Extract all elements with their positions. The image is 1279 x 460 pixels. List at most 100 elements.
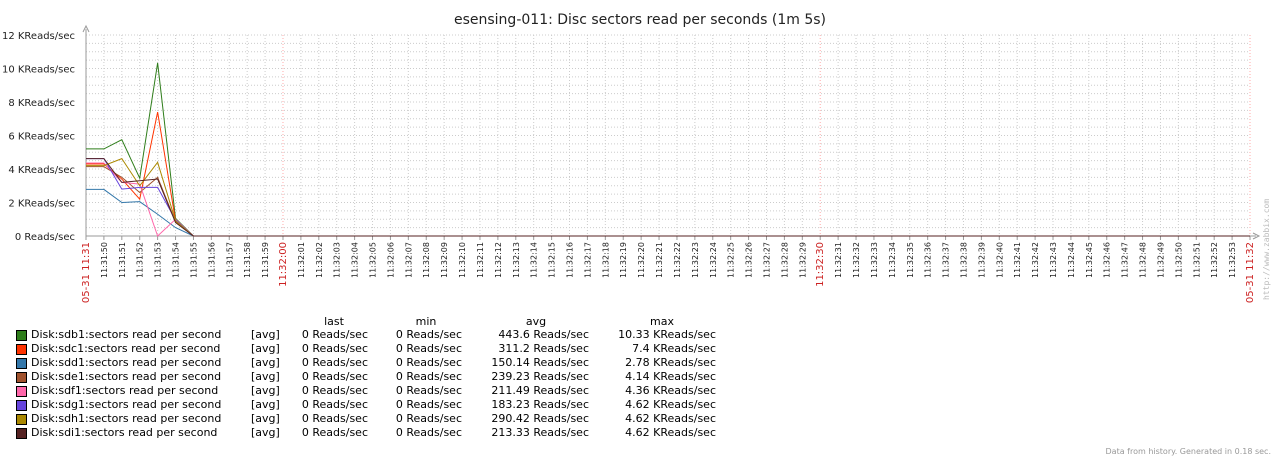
- legend-row: Disk:sdf1:sectors read per second [avg] 0 …: [16, 384, 736, 398]
- legend-swatch: [16, 358, 27, 369]
- x-tick-label: 11:32:38: [959, 242, 968, 278]
- legend-avg-value: 150.14 Reads/sec: [491, 356, 589, 369]
- legend-max-value: 4.36 KReads/sec: [625, 384, 716, 397]
- x-tick-label: 11:31:57: [225, 242, 234, 278]
- y-tick-label: 4 KReads/sec: [8, 165, 75, 176]
- legend-min-value: 0 Reads/sec: [395, 328, 462, 341]
- legend-last-value: 0 Reads/sec: [301, 328, 368, 341]
- x-tick-label: 11:32:31: [834, 242, 843, 278]
- y-tick-label: 6 KReads/sec: [8, 132, 75, 143]
- legend-last-value: 0 Reads/sec: [301, 384, 368, 397]
- legend-min-value: 0 Reads/sec: [395, 426, 462, 439]
- legend-header-last: last: [324, 315, 344, 328]
- legend-series-name: Disk:sdc1:sectors read per second: [31, 342, 221, 355]
- legend-header-min: min: [415, 315, 437, 328]
- legend-swatch: [16, 386, 27, 397]
- x-tick-label: 11:32:43: [1049, 242, 1058, 278]
- x-tick-label: 11:32:53: [1228, 242, 1237, 278]
- legend-max-value: 7.4 KReads/sec: [632, 342, 716, 355]
- legend-swatch: [16, 414, 27, 425]
- legend-swatch: [16, 400, 27, 411]
- x-tick-label: 11:32:41: [1013, 242, 1022, 278]
- x-tick-label: 11:31:51: [118, 242, 127, 278]
- x-tick-label: 11:31:50: [100, 242, 109, 278]
- x-tick-label: 05-31 11:32: [1245, 242, 1256, 303]
- x-tick-label: 11:31:55: [189, 242, 198, 278]
- legend-series-name: Disk:sdb1:sectors read per second: [31, 328, 222, 341]
- legend-max-value: 4.14 KReads/sec: [625, 370, 716, 383]
- x-tick-label: 11:32:22: [673, 242, 682, 278]
- y-tick-label: 10 KReads/sec: [2, 65, 75, 76]
- x-tick-label: 11:32:48: [1139, 242, 1148, 278]
- x-tick-label: 11:32:45: [1085, 242, 1094, 278]
- x-tick-label: 11:32:19: [619, 242, 628, 278]
- legend-last-value: 0 Reads/sec: [301, 426, 368, 439]
- legend-header-max: max: [650, 315, 674, 328]
- x-tick-label: 11:32:52: [1210, 242, 1219, 278]
- x-tick-labels: 05-31 11:31 11:31:50 11:31:51 11:31:52 11:31…: [81, 242, 1256, 303]
- x-tick-label: 11:32:42: [1031, 242, 1040, 278]
- x-tick-label: 11:32:09: [440, 242, 449, 278]
- legend-avg-value: 183.23 Reads/sec: [491, 398, 589, 411]
- legend-avg-value: 239.23 Reads/sec: [491, 370, 589, 383]
- legend-min-value: 0 Reads/sec: [395, 412, 462, 425]
- legend: Disk:sdb1:sectors read per second [avg] 0 …: [0, 314, 760, 444]
- legend-last-value: 0 Reads/sec: [301, 398, 368, 411]
- series-line: [86, 188, 194, 237]
- x-tick-label: 11:32:20: [637, 242, 646, 278]
- y-tick-labels: 0 Reads/sec 2 KReads/sec 4 KReads/sec 6 KRe…: [2, 31, 75, 243]
- x-tick-label: 11:32:34: [888, 242, 897, 278]
- legend-max-value: 10.33 KReads/sec: [618, 328, 716, 341]
- x-tick-label: 11:32:17: [583, 242, 592, 278]
- x-tick-label: 11:32:27: [762, 242, 771, 278]
- x-tick-label: 11:32:26: [745, 242, 754, 278]
- legend-max-value: 4.62 KReads/sec: [625, 426, 716, 439]
- x-tick-label: 11:32:12: [494, 242, 503, 278]
- y-tick-label: 12 KReads/sec: [2, 31, 75, 42]
- chart-title: esensing-011: Disc sectors read per seco…: [454, 12, 826, 28]
- legend-avg-value: 211.49 Reads/sec: [491, 384, 589, 397]
- x-tick-label: 11:31:56: [207, 242, 216, 278]
- x-tick-label: 11:32:49: [1156, 242, 1165, 278]
- legend-series-name: Disk:sde1:sectors read per second: [31, 370, 222, 383]
- x-tick-label: 11:32:39: [977, 242, 986, 278]
- legend-avg-tag: [avg]: [251, 328, 280, 341]
- x-tick-label: 11:32:47: [1121, 242, 1130, 278]
- legend-series-name: Disk:sdg1:sectors read per second: [31, 398, 222, 411]
- series-line: [86, 158, 194, 237]
- x-tick-label: 11:32:16: [566, 242, 575, 278]
- legend-row: Disk:sdh1:sectors read per second [avg] 0 …: [16, 412, 736, 426]
- legend-min-value: 0 Reads/sec: [395, 398, 462, 411]
- x-tick-label: 11:32:36: [924, 242, 933, 278]
- legend-swatch: [16, 344, 27, 355]
- legend-swatch: [16, 428, 27, 439]
- legend-swatch: [16, 372, 27, 383]
- x-tick-label: 11:31:53: [154, 242, 163, 278]
- x-tick-label: 11:32:08: [422, 242, 431, 278]
- legend-avg-tag: [avg]: [251, 356, 280, 369]
- legend-last-value: 0 Reads/sec: [301, 356, 368, 369]
- series-lines: [86, 62, 1250, 237]
- x-tick-label: 11:32:44: [1067, 242, 1076, 278]
- y-tick-label: 0 Reads/sec: [15, 232, 75, 243]
- legend-last-value: 0 Reads/sec: [301, 370, 368, 383]
- x-tick-label: 11:32:21: [655, 242, 664, 278]
- chart: esensing-011: Disc sectors read per seco…: [2, 12, 1261, 303]
- legend-header-avg: avg: [525, 315, 547, 328]
- legend-min-value: 0 Reads/sec: [395, 342, 462, 355]
- generation-info: Data from history. Generated in 0.18 sec…: [1105, 447, 1271, 456]
- legend-row: Disk:sdc1:sectors read per second [avg] 0 …: [16, 342, 736, 356]
- legend-series-name: Disk:sdh1:sectors read per second: [31, 412, 222, 425]
- x-tick-label: 11:32:06: [386, 242, 395, 278]
- x-tick-label: 05-31 11:31: [81, 242, 92, 303]
- x-tick-label: 11:32:32: [852, 242, 861, 278]
- legend-avg-value: 311.2 Reads/sec: [498, 342, 589, 355]
- x-tick-label: 11:32:02: [315, 242, 324, 278]
- x-tick-label: 11:32:00: [278, 242, 289, 287]
- legend-min-value: 0 Reads/sec: [395, 370, 462, 383]
- legend-avg-tag: [avg]: [251, 426, 280, 439]
- series-line: [86, 111, 194, 237]
- series-line: [86, 158, 194, 237]
- x-tick-label: 11:32:37: [942, 242, 951, 278]
- legend-max-value: 2.78 KReads/sec: [625, 356, 716, 369]
